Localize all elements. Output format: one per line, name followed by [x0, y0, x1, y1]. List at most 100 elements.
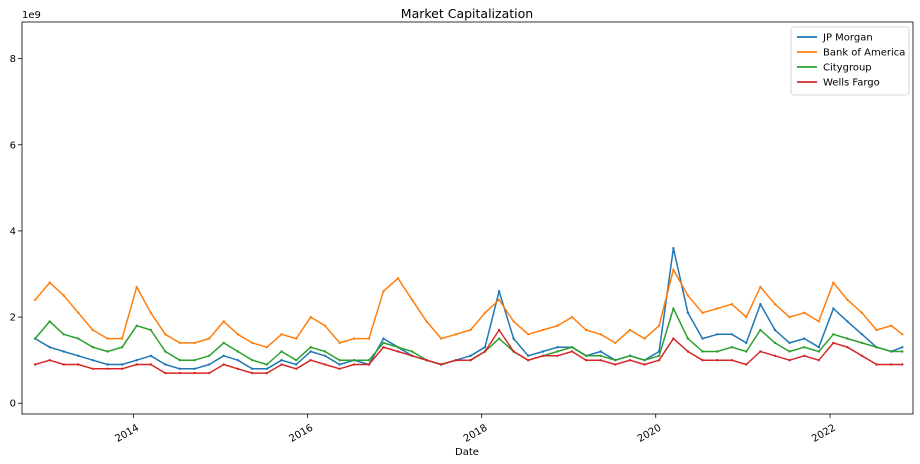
series-point: [773, 341, 777, 345]
series-point: [251, 359, 254, 362]
series-point: [208, 354, 211, 357]
series-point: [527, 333, 530, 336]
series-point: [541, 350, 545, 353]
series-point: [817, 346, 820, 349]
series-point: [512, 337, 515, 340]
series-point: [135, 363, 138, 366]
series-point: [716, 333, 719, 336]
y-tick-label: 8: [10, 54, 16, 65]
series-point: [860, 333, 864, 336]
legend: JP Morgan Bank of America Citygroup Wells F…: [790, 26, 910, 96]
series-point: [643, 337, 646, 340]
series-point: [309, 346, 312, 349]
series-point: [323, 324, 327, 327]
series-point: [309, 315, 312, 319]
series-layer: [33, 247, 904, 375]
series-point: [193, 359, 196, 362]
series-point: [846, 320, 849, 323]
series-point: [106, 337, 109, 340]
series-point: [222, 363, 225, 366]
series-point: [556, 354, 559, 357]
series-point: [338, 341, 341, 345]
series-point: [584, 354, 588, 357]
series-point: [77, 337, 80, 340]
series-point: [817, 359, 820, 362]
series-point: [556, 324, 559, 327]
series-point: [120, 367, 124, 370]
series-point: [106, 367, 109, 370]
series-point: [541, 354, 545, 357]
series-point: [208, 337, 211, 340]
series-point: [643, 363, 646, 366]
series-point: [236, 359, 239, 362]
series-point: [62, 350, 65, 353]
series-point: [382, 346, 385, 349]
series-point: [193, 367, 196, 370]
series-point: [901, 350, 904, 353]
series-point: [901, 346, 904, 349]
series-point: [469, 359, 472, 362]
series-point: [614, 359, 617, 362]
series-point: [497, 337, 501, 340]
series-point: [193, 341, 196, 345]
series-point: [295, 363, 298, 366]
series-point: [860, 341, 864, 345]
series-point: [352, 359, 356, 362]
series-point: [512, 320, 515, 323]
series-point: [62, 333, 65, 336]
series-point: [48, 359, 51, 362]
series-point: [251, 371, 254, 375]
series-point: [759, 285, 762, 289]
series-point: [164, 350, 167, 353]
series-point: [425, 359, 428, 362]
legend-label: JP Morgan: [822, 33, 873, 44]
series-point: [599, 354, 602, 357]
series-point: [759, 328, 762, 332]
series-point: [178, 341, 181, 345]
series-point: [236, 333, 239, 336]
series-point: [483, 311, 487, 314]
series-point: [657, 324, 661, 327]
series-point: [469, 354, 472, 357]
series-point: [149, 311, 152, 314]
series-point: [48, 281, 51, 284]
series-point: [193, 371, 196, 375]
series-point: [832, 333, 835, 336]
series-point: [701, 350, 704, 353]
series-point: [222, 320, 225, 323]
series-point: [295, 337, 298, 340]
series-point: [382, 290, 385, 293]
y-axis-ticks: 0 2 4 6 8: [10, 54, 22, 410]
series-point: [323, 363, 327, 366]
series-point: [788, 341, 791, 345]
series-point: [701, 311, 704, 314]
series-point: [280, 359, 283, 362]
series-point: [584, 328, 588, 332]
series-point: [890, 350, 893, 353]
series-point: [396, 277, 400, 280]
series-point: [875, 363, 878, 366]
series-point: [91, 359, 95, 362]
series-point: [773, 303, 777, 306]
series-point: [222, 341, 225, 345]
series-point: [657, 354, 661, 357]
series-point: [222, 354, 225, 357]
series-point: [309, 350, 312, 353]
series-point: [91, 367, 95, 370]
series-point: [497, 290, 501, 293]
series-point: [280, 333, 283, 336]
series-point: [77, 311, 80, 314]
series-point: [323, 350, 327, 353]
series-point: [33, 298, 37, 301]
series-point: [295, 359, 298, 362]
x-axis-label: Date: [455, 447, 479, 458]
series-point: [541, 328, 545, 332]
series-point: [135, 359, 138, 362]
series-point: [280, 363, 283, 366]
series-point: [497, 298, 501, 301]
series-point: [338, 363, 341, 366]
series-point: [149, 354, 152, 357]
series-point: [120, 337, 124, 340]
series-point: [251, 341, 254, 345]
